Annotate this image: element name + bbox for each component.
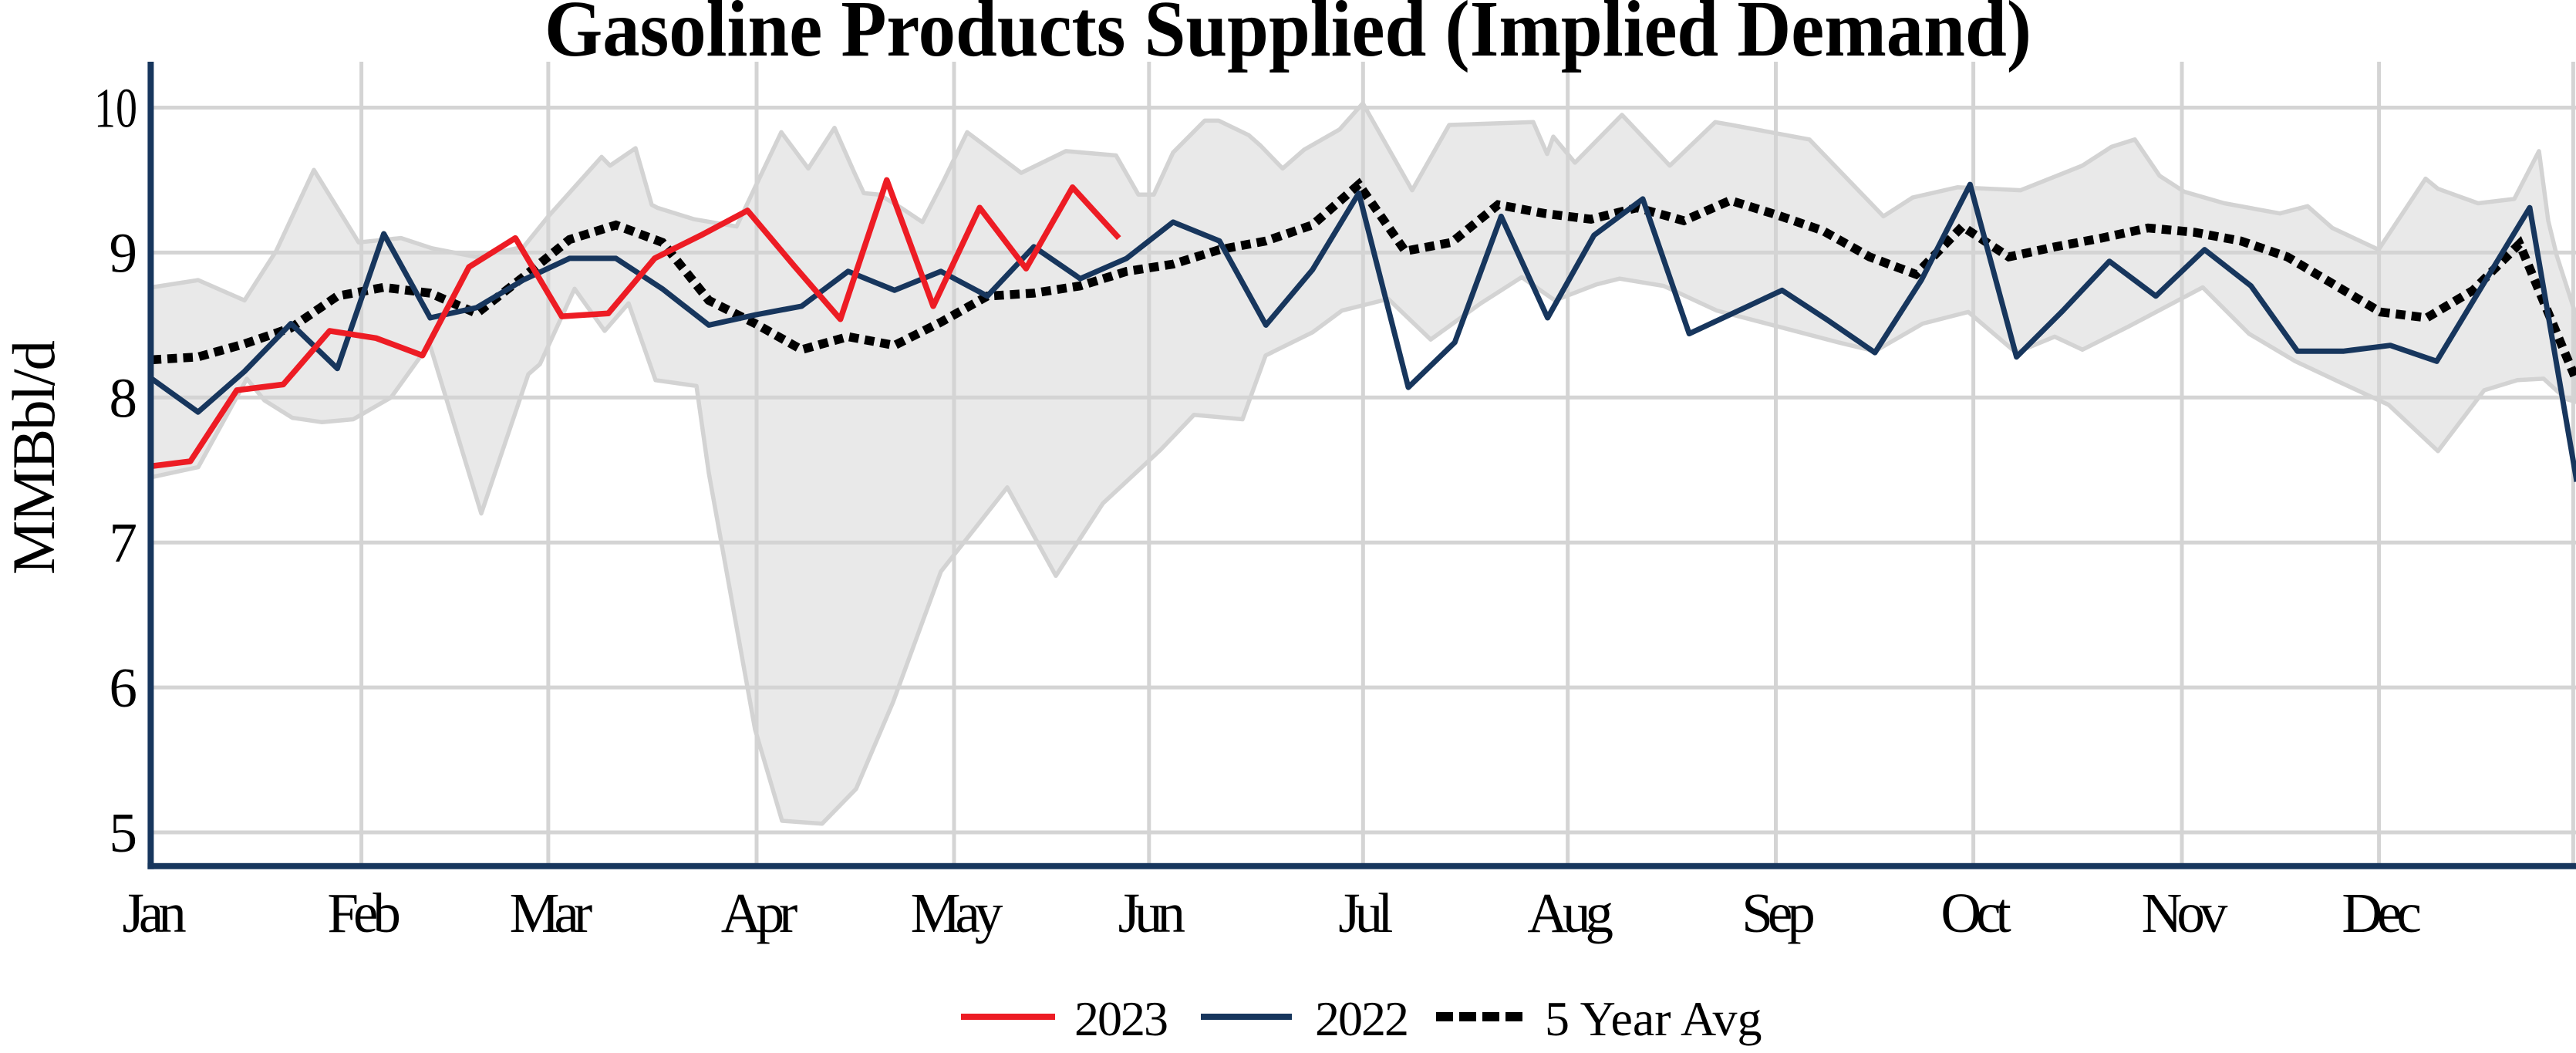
svg-text:MMBbl/d: MMBbl/d xyxy=(0,340,67,575)
svg-text:Sep: Sep xyxy=(1741,882,1813,944)
svg-text:Nov: Nov xyxy=(2142,882,2228,944)
svg-text:6: 6 xyxy=(110,656,138,719)
svg-text:8: 8 xyxy=(110,366,138,429)
svg-text:Gasoline Products Supplied (Im: Gasoline Products Supplied (Implied Dema… xyxy=(545,0,2031,73)
svg-text:5: 5 xyxy=(110,802,138,864)
svg-text:May: May xyxy=(911,882,1003,944)
svg-text:5 Year Avg: 5 Year Avg xyxy=(1545,991,1762,1046)
svg-text:Aug: Aug xyxy=(1527,882,1613,944)
svg-text:Feb: Feb xyxy=(327,882,399,944)
svg-text:9: 9 xyxy=(110,221,138,284)
svg-text:Oct: Oct xyxy=(1940,882,2011,944)
svg-text:Jul: Jul xyxy=(1338,882,1392,944)
svg-text:Apr: Apr xyxy=(721,882,797,944)
svg-text:Jan: Jan xyxy=(122,882,186,944)
svg-text:Jun: Jun xyxy=(1118,882,1185,944)
svg-text:10: 10 xyxy=(94,77,137,140)
svg-text:2023: 2023 xyxy=(1074,991,1167,1046)
svg-text:Mar: Mar xyxy=(510,882,592,944)
svg-text:Dec: Dec xyxy=(2342,882,2420,944)
svg-text:2022: 2022 xyxy=(1315,991,1408,1046)
svg-text:7: 7 xyxy=(110,511,138,574)
